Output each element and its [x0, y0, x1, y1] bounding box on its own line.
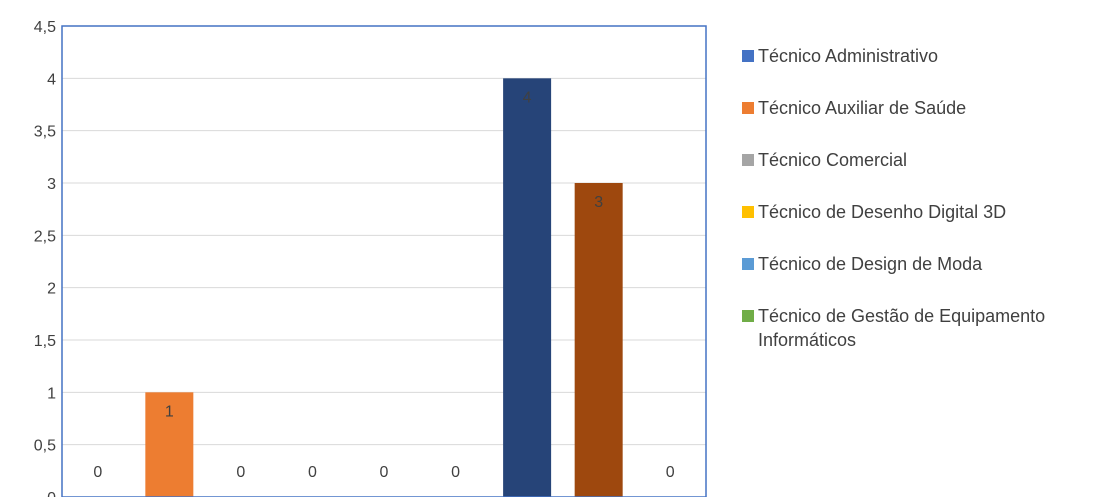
legend-swatch [742, 206, 754, 218]
data-label: 3 [594, 194, 603, 211]
data-label: 0 [451, 464, 460, 481]
data-label: 4 [523, 89, 532, 106]
legend-label: Técnico Administrativo [758, 46, 939, 66]
data-label: 0 [308, 464, 317, 481]
bar [574, 183, 623, 497]
legend-swatch [742, 102, 754, 114]
data-labels: 0 1 0 0 0 0 4 3 0 [93, 89, 674, 481]
data-label: 1 [165, 403, 174, 420]
plot-area-border [61, 25, 707, 497]
legend-item: Técnico de Gestão de Equipamento Informá… [742, 304, 1108, 352]
data-label: 0 [93, 464, 102, 481]
y-tick-label: 0 [47, 490, 56, 497]
legend-item: Técnico de Desenho Digital 3D [742, 200, 1108, 224]
bar-chart: 0 0,5 1 1,5 2 2,5 3 3,5 4 4,5 0 1 0 0 0 0 4 3 0 [34, 19, 707, 497]
legend-label: Técnico de Gestão de Equipamento Informá… [758, 306, 1046, 350]
legend-item: Técnico de Design de Moda [742, 252, 1108, 276]
legend-item: Técnico Auxiliar de Saúde [742, 96, 1108, 120]
legend-swatch [742, 258, 754, 270]
data-label: 0 [236, 464, 245, 481]
legend-item: Técnico Comercial [742, 148, 1108, 172]
y-tick-label: 2,5 [34, 228, 56, 245]
legend-label: Técnico de Desenho Digital 3D [758, 202, 1007, 222]
bar [145, 392, 194, 497]
legend-swatch [742, 310, 754, 322]
y-tick-label: 4 [47, 71, 56, 88]
legend-label: Técnico Auxiliar de Saúde [758, 98, 967, 118]
legend-swatch [742, 154, 754, 166]
bars [145, 78, 623, 497]
y-tick-label: 2 [47, 281, 56, 298]
legend-label: Técnico Comercial [758, 150, 908, 170]
y-tick-label: 1,5 [34, 333, 56, 350]
bar [503, 78, 552, 497]
y-axis-ticks: 0 0,5 1 1,5 2 2,5 3 3,5 4 4,5 [34, 19, 56, 497]
legend-label: Técnico de Design de Moda [758, 254, 983, 274]
legend-swatch [742, 50, 754, 62]
legend-item: Técnico Administrativo [742, 44, 1108, 68]
y-tick-label: 3 [47, 176, 56, 193]
data-label: 0 [666, 464, 675, 481]
y-tick-label: 3,5 [34, 124, 56, 141]
y-tick-label: 4,5 [34, 19, 56, 36]
data-label: 0 [380, 464, 389, 481]
y-tick-label: 1 [47, 385, 56, 402]
y-tick-label: 0,5 [34, 438, 56, 455]
